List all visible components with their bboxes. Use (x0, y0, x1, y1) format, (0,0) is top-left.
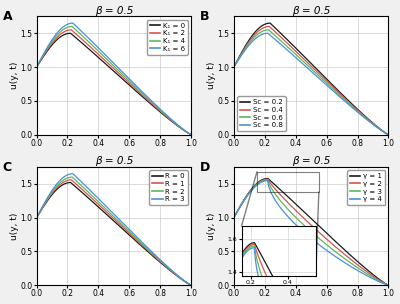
Text: B: B (200, 10, 209, 23)
Title: β = 0.5: β = 0.5 (95, 5, 133, 16)
Bar (257, 172, 319, 192)
Text: A: A (2, 10, 12, 23)
Legend: R = 0, R = 1, R = 2, R = 3: R = 0, R = 1, R = 2, R = 3 (149, 171, 188, 205)
Text: D: D (200, 161, 210, 174)
Y-axis label: u(y, t): u(y, t) (10, 212, 19, 240)
Legend: γ = 1, γ = 2, γ = 3, γ = 4: γ = 1, γ = 2, γ = 3, γ = 4 (347, 171, 385, 205)
Title: β = 0.5: β = 0.5 (292, 5, 330, 16)
Text: C: C (2, 161, 12, 174)
Y-axis label: u(y, t): u(y, t) (207, 212, 216, 240)
Y-axis label: u(y, t): u(y, t) (207, 62, 216, 89)
Title: β = 0.5: β = 0.5 (95, 156, 133, 166)
Title: β = 0.5: β = 0.5 (292, 156, 330, 166)
Y-axis label: u(y, t): u(y, t) (10, 62, 19, 89)
Legend: K₁ = 0, K₁ = 2, K₁ = 4, K₁ = 6: K₁ = 0, K₁ = 2, K₁ = 4, K₁ = 6 (147, 20, 188, 55)
Legend: Sc = 0.2, Sc = 0.4, Sc = 0.6, Sc = 0.8: Sc = 0.2, Sc = 0.4, Sc = 0.6, Sc = 0.8 (237, 96, 286, 131)
